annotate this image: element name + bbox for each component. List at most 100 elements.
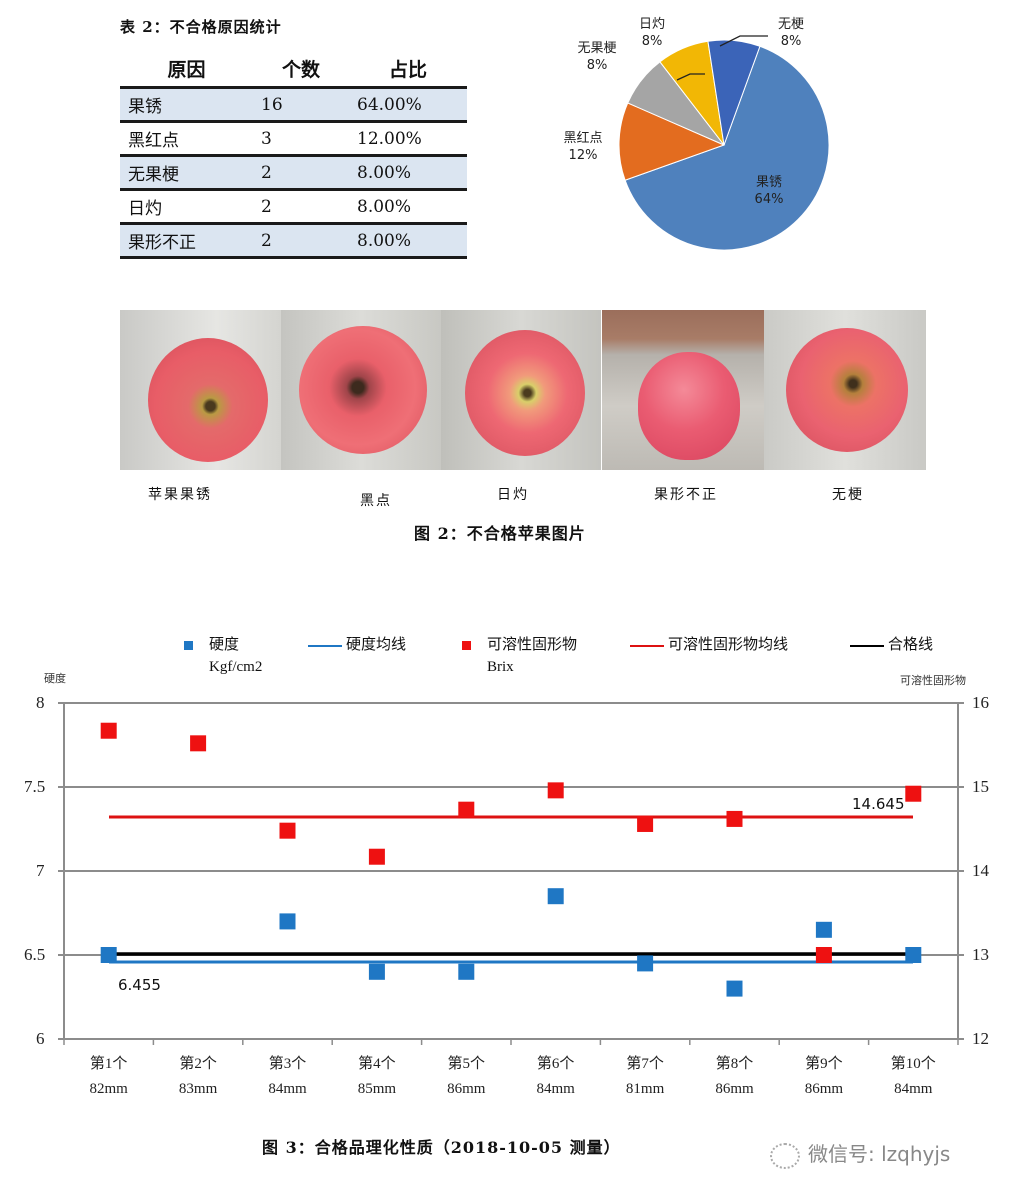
left-tick: 8 [36,693,45,712]
brix-marker [547,782,564,799]
hardness-marker [905,947,922,963]
cell-ratio: 8.00% [349,222,467,259]
legend-item-hardness-mean: 硬度均线 [308,634,406,656]
table-row: 黑红点 3 12.00% [120,120,467,156]
right-tick: 12 [972,1029,989,1048]
hardness-marker [637,955,654,972]
wechat-watermark: 微信号: lzqhyjs [770,1138,950,1169]
cell-reason: 黑红点 [120,120,253,156]
black-line-icon [850,644,884,647]
cell-reason: 果锈 [120,86,253,122]
cell-count: 2 [253,188,349,224]
x-label-index: 第8个 [715,1056,754,1072]
legend-item-pass-line: 合格线 [850,634,933,656]
table-row: 果锈 16 64.00% [120,86,467,122]
cell-ratio: 8.00% [349,188,467,224]
pie-label-no-fruit-stem: 无果梗 8% [566,40,628,74]
cell-ratio: 12.00% [349,120,467,156]
cell-count: 2 [253,154,349,190]
legend-label: 硬度均线 [346,637,407,653]
cell-count: 2 [253,222,349,259]
pie-slice [624,45,830,251]
legend-item-hardness: 硬度 Kgf/cm2 [184,634,262,678]
apple-photo-misshapen [602,310,764,470]
table-row: 日灼 2 8.00% [120,188,467,224]
x-axis-label: 第5个 86mm [421,1052,511,1102]
pie-label-pct: 12% [568,148,598,163]
x-axis-label: 第4个 85mm [332,1052,422,1102]
column-header-count: 个数 [281,58,320,81]
x-label-index: 第5个 [447,1056,486,1072]
cell-count: 16 [253,86,349,122]
pie-slice [618,102,726,181]
right-tick: 15 [972,777,989,796]
pie-label-sunburn: 日灼 8% [632,16,672,50]
hardness-mean-value-label: 6.455 [118,976,161,994]
leader-line-no-stem [719,35,768,47]
red-square-marker-icon [462,641,471,651]
legend-label: 硬度 [209,637,240,653]
x-axis-label: 第10个 84mm [868,1052,958,1102]
brix-marker [458,801,475,818]
x-axis-label: 第6个 84mm [511,1052,601,1102]
hardness-marker [726,980,743,997]
pie-label-no-stem: 无梗 8% [768,16,814,50]
left-tick: 6.5 [24,945,46,964]
pie-label-name: 日灼 [638,17,665,32]
pie-label-name: 无梗 [777,17,804,32]
pie-label-pct: 64% [754,192,784,207]
cell-reason: 日灼 [120,188,253,224]
x-label-size: 85mm [357,1081,397,1097]
table-row: 果形不正 2 8.00% [120,222,467,259]
pie-label-name: 黑红点 [563,131,603,146]
x-label-size: 86mm [715,1081,754,1097]
left-tick: 7 [36,861,45,880]
x-label-size: 84mm [894,1081,933,1097]
pie-label-name: 果锈 [755,175,782,190]
cell-reason: 无果梗 [120,154,253,190]
x-label-size: 84mm [536,1081,575,1097]
blue-square-marker-icon [184,641,193,651]
hardness-marker [368,963,385,980]
cell-ratio: 64.00% [349,86,467,122]
table-title: 表 2：不合格原因统计 [120,18,282,36]
table-row: 无果梗 2 8.00% [120,154,467,190]
x-label-size: 86mm [447,1081,486,1097]
x-axis-label: 第2个 83mm [153,1052,243,1102]
hardness-marker [458,963,475,980]
column-header-ratio: 占比 [388,58,427,81]
blue-line-icon [308,644,342,647]
left-tick: 7.5 [24,777,46,796]
right-tick: 16 [972,693,989,712]
x-label-index: 第4个 [358,1056,396,1072]
x-label-size: 82mm [89,1081,128,1097]
reject-reason-table: 原因 个数 占比 果锈 16 64.00% 黑红点 3 12.00% 无果梗 2… [120,50,467,259]
watermark-text: 微信号: lzqhyjs [808,1142,951,1166]
hardness-marker [815,921,832,938]
cell-count: 3 [253,120,349,156]
brix-marker [905,785,922,802]
pie-label-name: 无果梗 [577,41,617,56]
left-axis-title: 硬度 [44,672,66,685]
brix-marker [726,810,743,827]
left-tick: 6 [36,1029,45,1048]
legend-label-unit: Kgf/cm2 [209,659,263,675]
apple-photo-no-stem [764,310,926,470]
photo-caption: 苹果果锈 [148,487,212,503]
legend-label: 可溶性固形物均线 [668,637,789,653]
brix-marker [190,735,207,752]
figure-2-caption: 图 2：不合格苹果图片 [414,524,586,543]
x-label-index: 第10个 [890,1056,936,1072]
column-header-reason: 原因 [167,58,206,81]
x-label-size: 81mm [625,1081,665,1097]
brix-marker [279,822,296,839]
hardness-marker [279,913,296,930]
red-line-icon [630,644,664,647]
photo-caption: 无梗 [832,487,864,503]
x-label-index: 第1个 [89,1056,128,1072]
table-header-row: 原因 个数 占比 [120,50,467,88]
pie-chart [618,35,830,251]
legend-label: 合格线 [888,637,934,653]
brix-mean-value-label: 14.645 [852,795,905,813]
cell-reason: 果形不正 [120,222,253,259]
